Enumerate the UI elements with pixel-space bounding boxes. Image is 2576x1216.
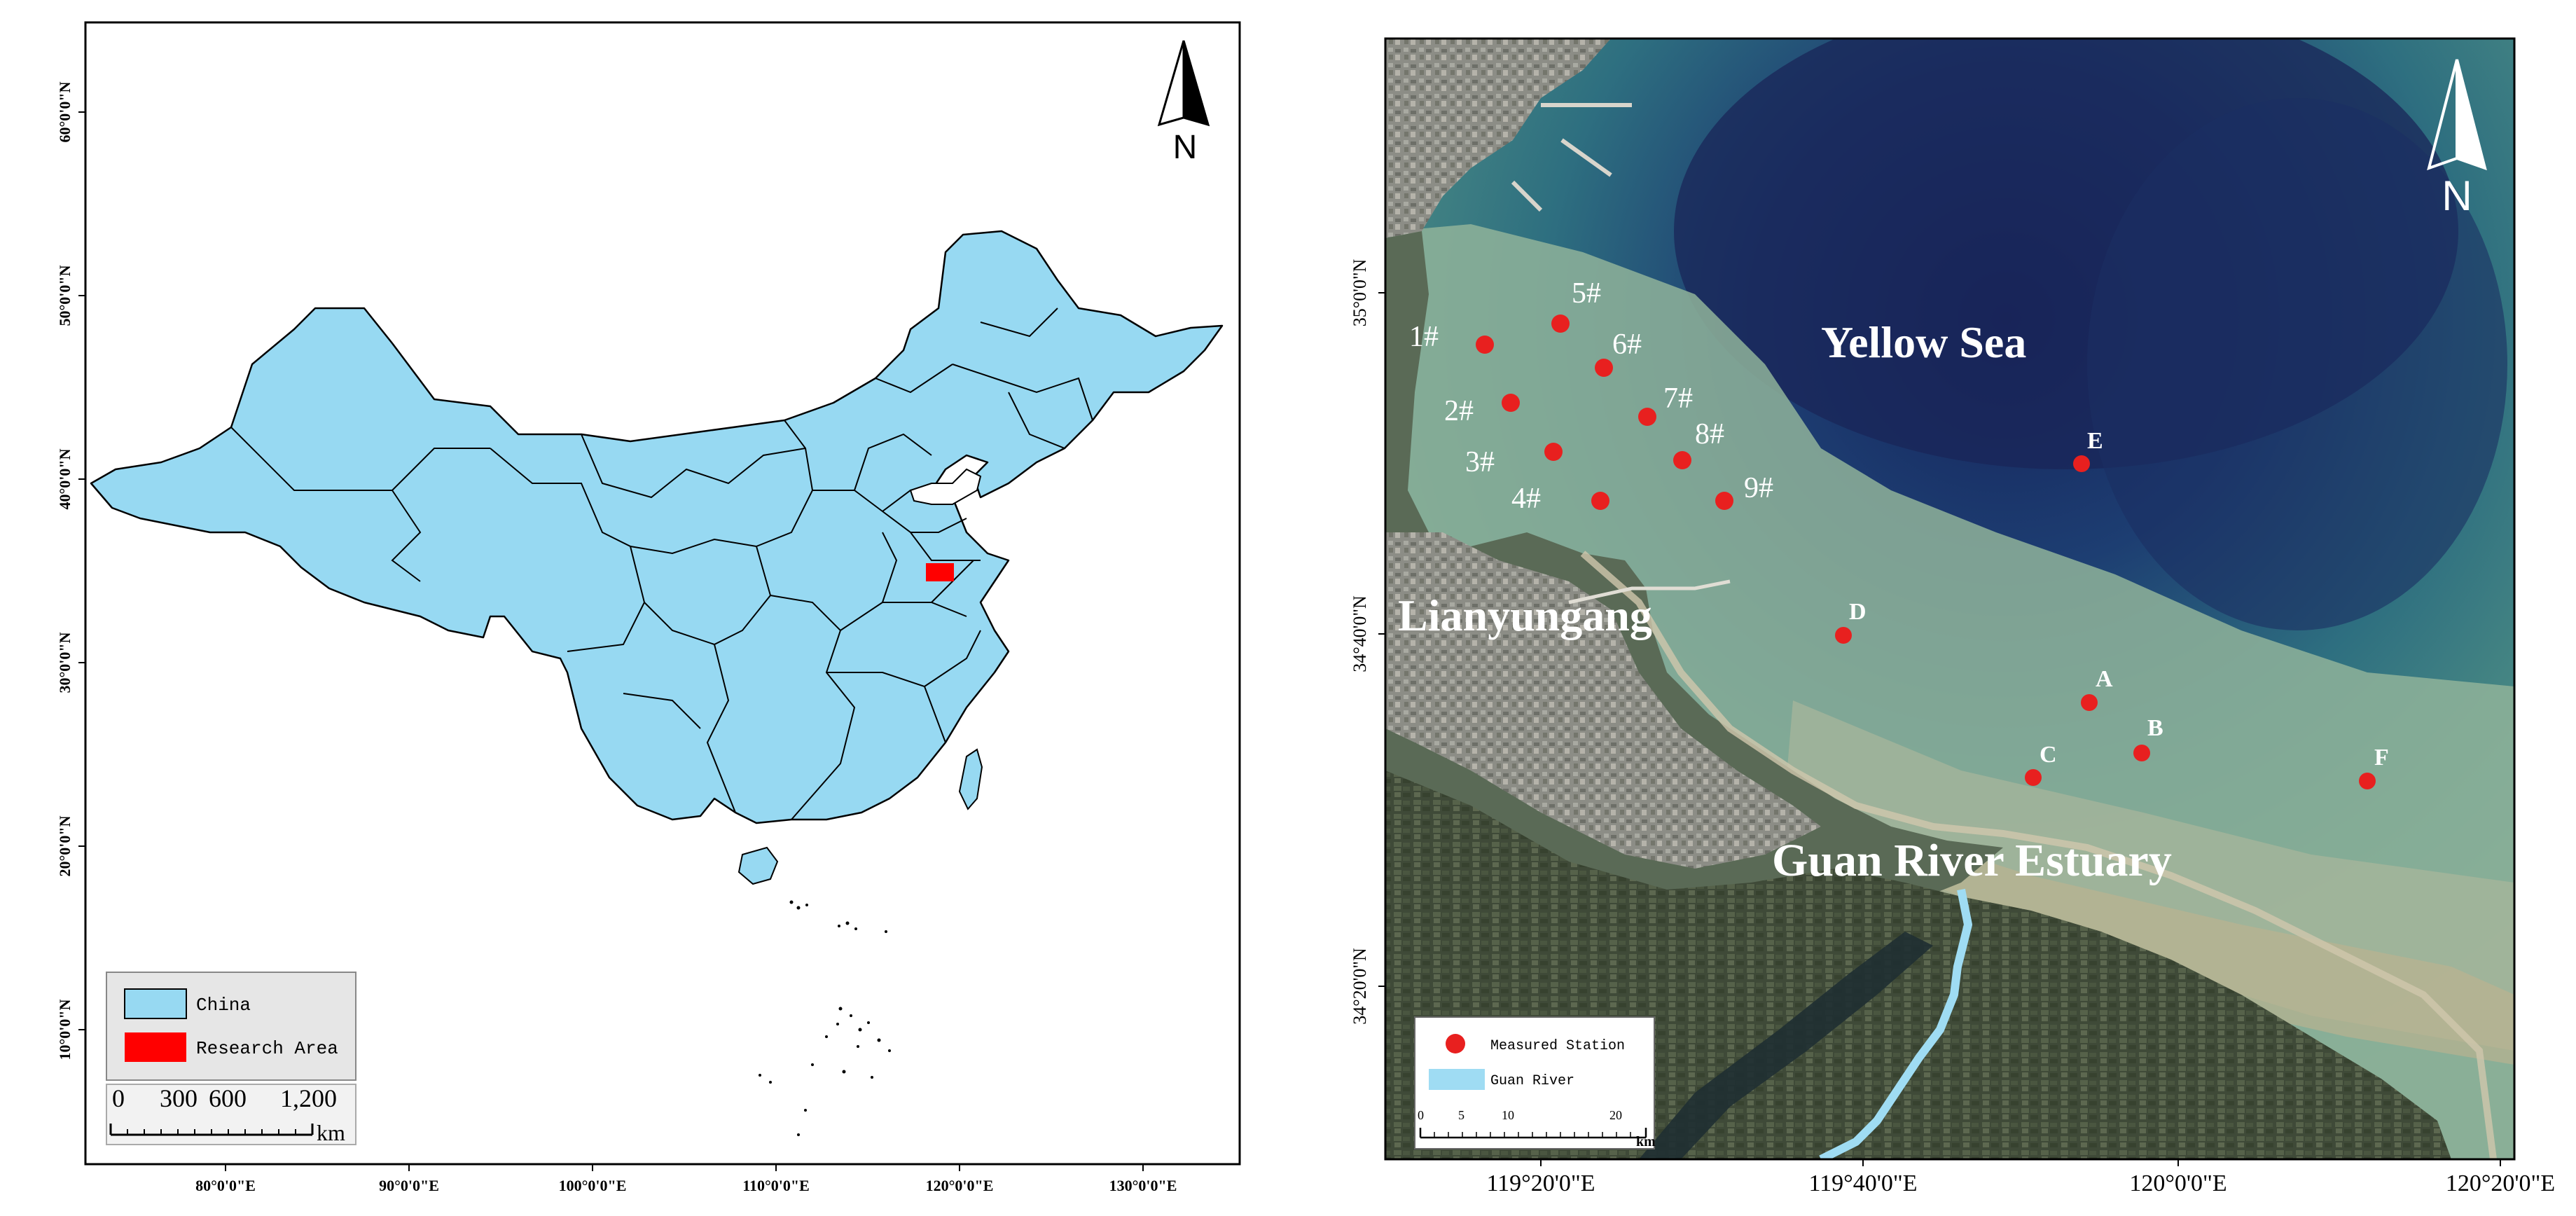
left-scale-tick: 0 xyxy=(112,1084,125,1112)
station-a-marker xyxy=(2081,694,2098,711)
legend-river-label: Guan River xyxy=(1490,1073,1574,1089)
station-5-marker xyxy=(1551,315,1570,333)
left-y-tick: 20°0'0"N xyxy=(56,815,74,876)
station-c-marker xyxy=(2025,769,2042,786)
station-3-label: 3# xyxy=(1465,446,1495,478)
station-d-label: D xyxy=(1849,599,1867,625)
china-landmass xyxy=(90,230,1224,824)
right-x-tick: 119°20'0"E xyxy=(1486,1170,1595,1196)
label-yellow-sea: Yellow Sea xyxy=(1821,317,2026,367)
station-8-marker xyxy=(1673,451,1691,469)
station-b-label: B xyxy=(2147,715,2163,741)
research-area-marker xyxy=(926,563,954,581)
label-lianyungang: Lianyungang xyxy=(1398,590,1652,640)
station-f-label: F xyxy=(2374,745,2389,771)
lettered-stations xyxy=(1835,455,2376,789)
left-scale-unit: km xyxy=(317,1120,345,1145)
left-x-tick: 110°0'0"E xyxy=(742,1177,810,1194)
right-north-label: N xyxy=(2442,172,2472,219)
legend-station-symbol xyxy=(1446,1034,1465,1053)
left-north-arrow-icon xyxy=(1157,40,1210,127)
province-boundaries xyxy=(230,308,1093,820)
right-scale-tick: 20 xyxy=(1609,1108,1622,1122)
station-b-marker xyxy=(2133,745,2150,761)
right-map-frame xyxy=(1384,37,2516,1161)
guan-river xyxy=(1819,888,1972,1159)
right-scale-unit: km xyxy=(1636,1134,1656,1149)
taiwan-island xyxy=(958,748,983,810)
bohai-bay xyxy=(909,468,982,505)
right-x-tick: 120°20'0"E xyxy=(2446,1170,2555,1196)
legend-research-label: Research Area xyxy=(196,1038,338,1059)
station-9-marker xyxy=(1715,492,1733,510)
china-overview-map: 80°0'0"E 90°0'0"E 100°0'0"E 110°0'0"E 12… xyxy=(56,21,1241,1194)
legend-river-swatch xyxy=(1429,1069,1485,1090)
left-legend: China Research Area xyxy=(106,972,356,1081)
hainan-island xyxy=(738,846,779,885)
station-a-label: A xyxy=(2096,666,2113,692)
northern-coast-urban xyxy=(1385,39,1611,238)
right-scale-tick: 0 xyxy=(1418,1108,1424,1122)
station-c-label: C xyxy=(2040,742,2057,768)
right-scale-tick: 5 xyxy=(1458,1108,1464,1122)
station-3-marker xyxy=(1544,443,1563,461)
station-7-marker xyxy=(1638,408,1656,426)
left-y-tick: 50°0'0"N xyxy=(56,265,74,326)
left-scale-tick: 1,200 xyxy=(280,1084,337,1112)
legend-research-swatch xyxy=(125,1032,186,1062)
left-north-label: N xyxy=(1173,129,1198,166)
station-7-label: 7# xyxy=(1663,382,1693,415)
station-e-label: E xyxy=(2087,428,2103,454)
station-f-marker xyxy=(2359,773,2376,789)
station-6-marker xyxy=(1595,359,1613,377)
left-scale-tick: 600 xyxy=(209,1084,247,1112)
station-4-label: 4# xyxy=(1511,483,1541,515)
lianyungang-urban xyxy=(1385,532,1821,869)
station-4-marker xyxy=(1591,492,1609,510)
right-x-tick: 119°40'0"E xyxy=(1808,1170,1917,1196)
left-x-tick: 100°0'0"E xyxy=(559,1177,627,1194)
right-north-arrow-icon xyxy=(2427,59,2487,171)
legend-station-label: Measured Station xyxy=(1490,1038,1625,1054)
station-1-marker xyxy=(1476,336,1494,354)
right-scale-tick: 10 xyxy=(1502,1108,1514,1122)
right-y-tick: 34°20'0"N xyxy=(1350,948,1370,1025)
right-legend: Measured Station Guan River 0 5 10 20 km xyxy=(1414,1016,1656,1149)
station-e-marker xyxy=(2073,455,2090,472)
left-y-tick: 10°0'0"N xyxy=(56,999,74,1060)
station-6-label: 6# xyxy=(1612,329,1642,361)
left-x-tick: 120°0'0"E xyxy=(926,1177,994,1194)
left-scale-tick: 300 xyxy=(160,1084,198,1112)
station-5-label: 5# xyxy=(1572,277,1601,310)
station-2-label: 2# xyxy=(1444,395,1474,427)
right-x-tick: 120°0'0"E xyxy=(2129,1170,2227,1196)
numbered-stations xyxy=(1476,315,1733,510)
left-x-tick: 80°0'0"E xyxy=(195,1177,256,1194)
left-y-tick: 40°0'0"N xyxy=(56,448,74,509)
left-x-tick: 130°0'0"E xyxy=(1109,1177,1177,1194)
right-y-tick: 35°0'0"N xyxy=(1350,259,1370,327)
right-y-tick: 34°40'0"N xyxy=(1350,595,1370,672)
left-x-tick: 90°0'0"E xyxy=(379,1177,439,1194)
station-d-marker xyxy=(1835,627,1852,644)
study-area-satellite-map: Yellow Sea Lianyungang Guan River Estuar… xyxy=(1350,37,2555,1196)
left-y-tick: 30°0'0"N xyxy=(56,632,74,693)
south-sea-islands xyxy=(759,900,891,1136)
left-scale-bar: 0 300 600 1,200 km xyxy=(106,1084,356,1145)
legend-china-label: China xyxy=(196,995,251,1016)
station-2-marker xyxy=(1502,394,1520,412)
station-1-label: 1# xyxy=(1409,321,1439,353)
legend-china-swatch xyxy=(124,988,187,1019)
station-8-label: 8# xyxy=(1695,418,1724,450)
label-guan-river-estuary: Guan River Estuary xyxy=(1772,835,2172,886)
left-y-tick: 60°0'0"N xyxy=(56,81,74,142)
station-9-label: 9# xyxy=(1744,472,1773,504)
